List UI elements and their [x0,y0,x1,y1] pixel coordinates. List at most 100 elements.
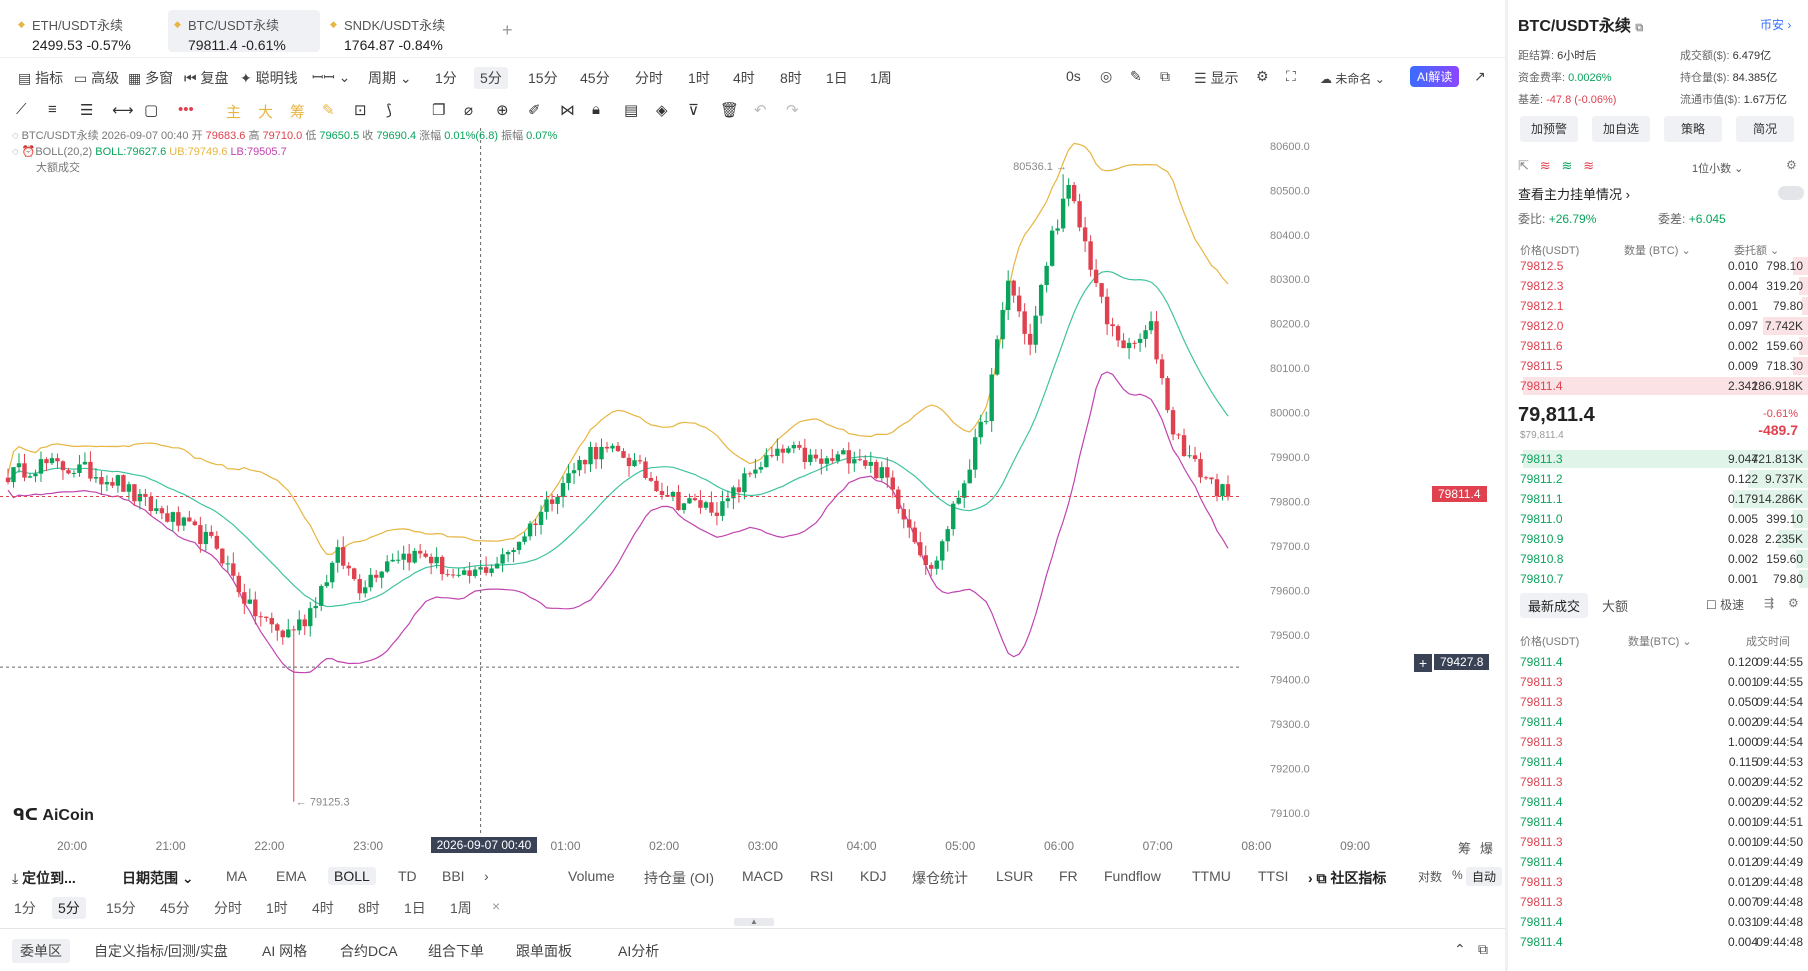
bid-row[interactable]: 79811.0 0.005 399.10 [1508,509,1808,529]
add-watchlist-button[interactable]: 加自选 [1592,116,1650,142]
bottom-period-1d[interactable]: 1日 [404,900,426,916]
redo-icon[interactable]: ↷ [786,102,799,119]
trade-row[interactable]: 79811.4 0.120 09:44:55 [1508,652,1808,672]
fullscreen-icon[interactable]: ⛶ [1286,68,1296,84]
parallel-lines-icon[interactable]: ≡ [48,101,57,118]
trade-row[interactable]: 79811.4 0.031 09:44:48 [1508,912,1808,932]
precision-dropdown[interactable]: 1位小数 ⌄ [1692,163,1744,175]
chip-icon[interactable]: 筹 [290,104,306,121]
period-8h[interactable]: 8时 [780,70,802,86]
refresh-interval[interactable]: 0s [1066,68,1081,84]
main-orders-toggle[interactable] [1778,186,1804,200]
custom-indicator-tab[interactable]: 自定义指标/回测/实盘 [94,943,228,959]
community-indicators-button[interactable]: › ⧉ 社区指标 [1308,870,1387,886]
trade-row[interactable]: 79811.3 0.007 09:44:48 [1508,892,1808,912]
note-icon[interactable]: ▤ [624,102,639,119]
exchange-link[interactable]: 币安 › [1760,18,1792,32]
latest-trades-tab[interactable]: 最新成交 [1520,593,1589,618]
brush-icon[interactable]: ✐ [528,102,541,119]
advanced-button[interactable]: ▭ 高级 [74,70,120,86]
main-orders-link[interactable]: 查看主力挂单情况 › [1518,187,1630,202]
dots-icon[interactable]: ••• [178,101,194,118]
order-area-tab[interactable]: 委单区 [12,939,70,963]
big-order-icon[interactable]: 大 [258,104,274,121]
bottom-period-5m[interactable]: 5分 [52,897,86,919]
trend-line-icon[interactable]: ⟋ [16,101,27,118]
ask-row[interactable]: 79811.4 2.342 186.918K [1508,376,1808,396]
chevron-up-icon[interactable]: ⌃ [1454,941,1466,957]
bid-row[interactable]: 79810.9 0.028 2.235K [1508,529,1808,549]
multi-window-button[interactable]: ▦ 多窗 [128,70,174,86]
settings-icon[interactable]: ⚙ [1786,158,1797,172]
period-5m[interactable]: 5分 [474,67,508,89]
ask-row[interactable]: 79812.0 0.097 7.742K [1508,316,1808,336]
lock-icon[interactable]: 🔒︎ [592,101,600,118]
period-15m[interactable]: 15分 [528,70,558,86]
bottom-period-45m[interactable]: 45分 [160,900,190,916]
settings-icon[interactable]: ⚙ [1788,596,1799,610]
strategy-button[interactable]: 策略 [1664,116,1722,142]
legend-visibility-icon[interactable]: ◌ [12,146,19,158]
percent-toggle[interactable]: % [1452,868,1463,882]
price-chart[interactable]: 80600.0 80500.0 80400.0 80300.0 80200.0 80100… [0,128,1505,836]
ask-row[interactable]: 79812.3 0.004 319.20 [1508,276,1808,296]
expand-icon[interactable]: ⧉ [1478,941,1488,957]
bottom-period-4h[interactable]: 4时 [312,900,334,916]
alarm-icon[interactable]: ⏰ [21,146,36,158]
settings-icon[interactable]: ⚙ [1256,68,1269,84]
share-icon[interactable]: ↗ [1474,68,1486,84]
filter-icon[interactable]: ⇶ [1764,596,1775,610]
indicators-button[interactable]: ▤ 指标 [18,70,64,86]
eye-icon[interactable]: ◈ [656,102,668,119]
ai-interpret-button[interactable]: AI解读 [1410,66,1460,87]
indicator-liquidation[interactable]: 爆仓统计 [912,870,968,886]
pen-icon[interactable]: ✎ [1130,68,1142,84]
ask-row[interactable]: 79812.1 0.001 79.80 [1508,296,1808,316]
trade-row[interactable]: 79811.3 0.001 09:44:50 [1508,832,1808,852]
bid-row[interactable]: 79811.3 9.044 721.813K [1508,449,1808,469]
tab-sndk[interactable]: ◆ SNDK/USDT永续 1764.87 -0.84% [330,18,446,53]
indicator-volume[interactable]: Volume [568,868,615,884]
period-1w[interactable]: 1周 [870,70,892,86]
close-icon[interactable]: × [492,898,501,914]
bottom-period-1h[interactable]: 1时 [266,900,288,916]
trade-row[interactable]: 79811.4 0.004 09:44:48 [1508,932,1808,952]
horizontal-lines-icon[interactable]: ☰ [80,102,94,119]
period-1d[interactable]: 1日 [826,70,848,86]
tab-btc[interactable]: ◆ BTC/USDT永续 79811.4 -0.61% [168,10,320,53]
trade-row[interactable]: 79811.4 0.115 09:44:53 [1508,752,1808,772]
indicator-ema[interactable]: EMA [276,868,307,884]
indicator-td[interactable]: TD [398,868,417,884]
measure-icon[interactable]: ⟆ [386,102,392,119]
trash-icon[interactable]: 🗑︎ [720,102,740,119]
trade-row[interactable]: 79811.3 0.012 09:44:48 [1508,872,1808,892]
indicator-macd[interactable]: MACD [742,868,784,884]
liquidation-toggle[interactable]: 爆 [1480,841,1494,856]
indicator-fundflow[interactable]: Fundflow [1104,868,1161,884]
copy-icon[interactable]: ⧉ [1635,22,1644,34]
trade-row[interactable]: 79811.4 0.012 09:44:49 [1508,852,1808,872]
indicator-oi[interactable]: 持仓量 (OI) [644,870,714,886]
period-45m[interactable]: 45分 [580,70,610,86]
copy-icon[interactable]: ❐ [432,102,446,119]
bid-row[interactable]: 79810.8 0.002 159.60 [1508,549,1808,569]
layout-dropdown[interactable]: ☁ 未命名 ⌄ [1320,72,1385,86]
ruler-icon[interactable]: ⌀ [464,102,474,119]
bottom-period-8h[interactable]: 8时 [358,900,380,916]
period-4h[interactable]: 4时 [733,70,755,86]
log-scale-toggle[interactable]: 对数 [1418,870,1443,884]
trade-row[interactable]: 79811.4 0.002 09:44:52 [1508,792,1808,812]
bid-row[interactable]: 79810.7 0.001 79.80 [1508,569,1808,589]
indicator-ma[interactable]: MA [226,868,247,884]
magnet-icon[interactable]: ⊡ [354,102,367,119]
bottom-period-15m[interactable]: 15分 [106,900,136,916]
period-1m[interactable]: 1分 [435,70,457,86]
indicator-ttsi[interactable]: TTSI [1258,868,1289,884]
bottom-period-1m[interactable]: 1分 [14,900,36,916]
add-alert-icon[interactable]: + [1414,654,1432,672]
copy-trading-tab[interactable]: 跟单面板 [516,943,572,959]
bid-row[interactable]: 79811.1 0.179 14.286K [1508,489,1808,509]
indicator-bbi[interactable]: BBI [442,868,465,884]
indicator-boll[interactable]: BOLL [328,867,376,885]
ask-row[interactable]: 79812.5 0.010 798.10 [1508,256,1808,276]
